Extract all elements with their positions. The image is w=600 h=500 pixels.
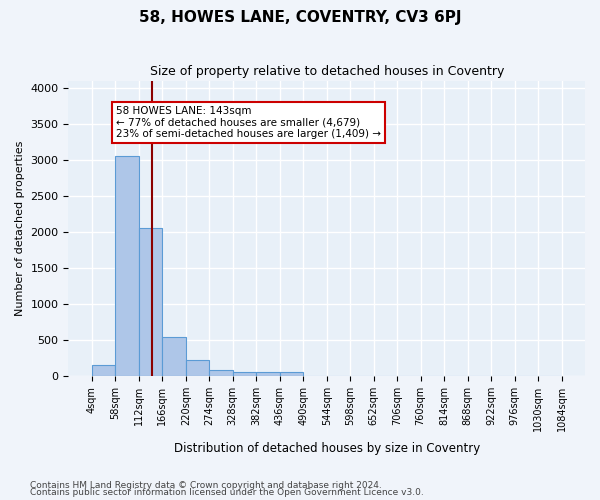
Bar bbox=[139, 228, 163, 376]
Title: Size of property relative to detached houses in Coventry: Size of property relative to detached ho… bbox=[149, 65, 504, 78]
Text: 58 HOWES LANE: 143sqm
← 77% of detached houses are smaller (4,679)
23% of semi-d: 58 HOWES LANE: 143sqm ← 77% of detached … bbox=[116, 106, 381, 139]
Bar bbox=[115, 156, 139, 376]
Text: Contains public sector information licensed under the Open Government Licence v3: Contains public sector information licen… bbox=[30, 488, 424, 497]
Bar bbox=[186, 360, 209, 376]
Text: 58, HOWES LANE, COVENTRY, CV3 6PJ: 58, HOWES LANE, COVENTRY, CV3 6PJ bbox=[139, 10, 461, 25]
Text: Contains HM Land Registry data © Crown copyright and database right 2024.: Contains HM Land Registry data © Crown c… bbox=[30, 480, 382, 490]
Bar bbox=[92, 365, 115, 376]
Bar bbox=[256, 372, 280, 376]
Bar bbox=[280, 372, 303, 376]
Bar bbox=[163, 336, 186, 376]
X-axis label: Distribution of detached houses by size in Coventry: Distribution of detached houses by size … bbox=[173, 442, 480, 455]
Bar bbox=[233, 372, 256, 376]
Bar bbox=[209, 370, 233, 376]
Y-axis label: Number of detached properties: Number of detached properties bbox=[15, 140, 25, 316]
